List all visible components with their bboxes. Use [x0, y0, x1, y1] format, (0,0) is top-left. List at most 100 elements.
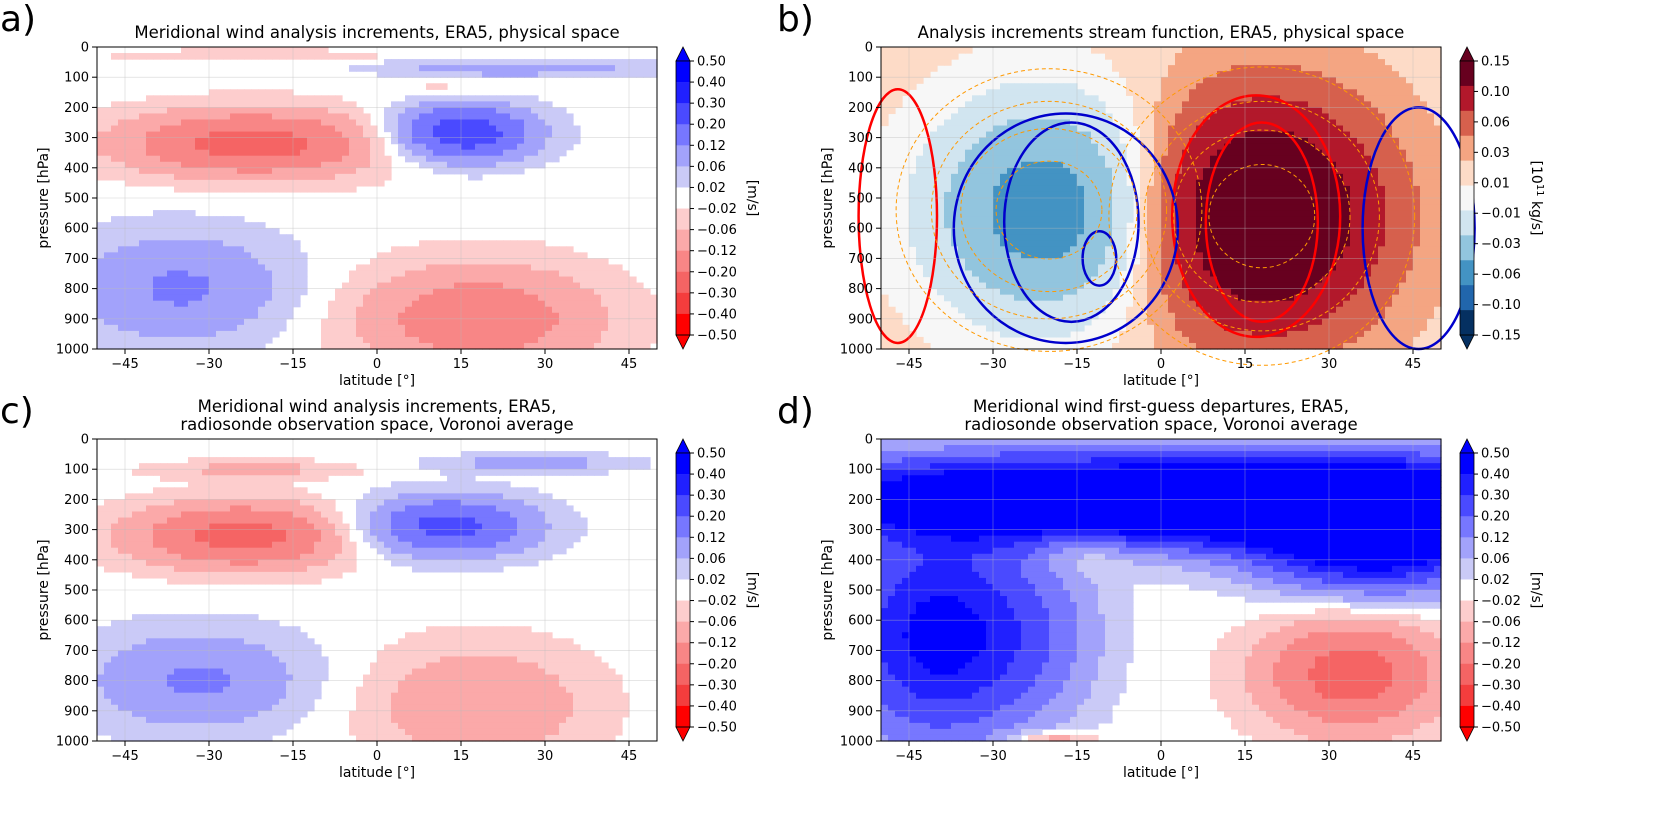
field-cell	[293, 53, 301, 60]
field-cell	[538, 65, 546, 72]
field-cell	[181, 107, 189, 115]
field-cell	[650, 324, 658, 332]
field-cell	[496, 270, 504, 278]
field-cell	[181, 161, 189, 169]
field-cell	[97, 306, 105, 314]
field-cell	[636, 312, 644, 320]
field-cell	[482, 107, 490, 115]
field-cell	[1280, 65, 1288, 72]
field-cell	[1084, 95, 1092, 102]
field-cell	[1280, 53, 1288, 60]
field-cell	[188, 228, 196, 235]
field-cell	[1042, 294, 1050, 302]
field-cell	[1063, 264, 1071, 272]
field-cell	[1105, 288, 1113, 296]
field-cell	[223, 185, 231, 193]
field-cell	[181, 222, 189, 229]
field-cell	[132, 119, 140, 127]
field-cell	[1294, 306, 1302, 314]
field-cell	[545, 282, 553, 290]
field-cell	[167, 113, 175, 121]
field-cell	[1196, 47, 1204, 54]
field-cell	[132, 342, 140, 350]
field-cell	[503, 167, 511, 175]
field-cell	[531, 65, 539, 72]
field-cell	[349, 167, 357, 175]
field-cell	[139, 240, 147, 247]
field-cell	[1259, 47, 1267, 54]
field-cell	[461, 324, 469, 332]
field-cell	[1049, 179, 1057, 187]
field-cell	[503, 306, 511, 314]
field-cell	[251, 125, 259, 133]
field-cell	[265, 318, 273, 326]
field-cell	[916, 161, 924, 169]
field-cell	[356, 167, 364, 175]
field-cell	[307, 95, 315, 102]
field-cell	[139, 318, 147, 326]
field-cell	[1259, 288, 1267, 296]
colorbar-segment	[676, 271, 690, 294]
field-cell	[251, 234, 259, 241]
field-cell	[1266, 336, 1274, 344]
field-cell	[986, 113, 994, 121]
field-cell	[1133, 342, 1141, 350]
colorbar-tick-label: −0.40	[697, 307, 737, 322]
field-cell	[475, 113, 483, 121]
field-cell	[517, 330, 525, 338]
field-cell	[279, 161, 287, 169]
field-cell	[300, 282, 308, 290]
field-cell	[146, 270, 154, 278]
field-cell	[608, 336, 616, 344]
field-cell	[258, 143, 266, 151]
field-cell	[594, 306, 602, 314]
field-cell	[1140, 258, 1148, 266]
field-cell	[1189, 71, 1197, 78]
field-cell	[118, 258, 126, 266]
field-cell	[629, 65, 637, 72]
field-cell	[1056, 113, 1064, 121]
field-cell	[1098, 288, 1106, 296]
field-cell	[1084, 198, 1092, 205]
field-cell	[1182, 101, 1190, 108]
field-cell	[160, 306, 168, 314]
field-cell	[1280, 306, 1288, 314]
field-cell	[1189, 173, 1197, 181]
field-cell	[419, 312, 427, 320]
field-cell	[111, 246, 119, 253]
field-cell	[1098, 47, 1106, 54]
field-cell	[104, 167, 112, 175]
field-cell	[1056, 210, 1064, 217]
field-cell	[195, 173, 203, 181]
field-cell	[1217, 65, 1225, 72]
field-cell	[1182, 264, 1190, 272]
field-cell	[391, 282, 399, 290]
field-cell	[202, 312, 210, 320]
field-cell	[902, 53, 910, 60]
field-cell	[1182, 167, 1190, 175]
field-cell	[545, 143, 553, 151]
field-cell	[965, 198, 973, 205]
field-cell	[223, 300, 231, 308]
field-cell	[412, 137, 420, 145]
field-cell	[1035, 252, 1043, 259]
field-cell	[146, 228, 154, 235]
field-cell	[559, 131, 567, 139]
field-cell	[97, 318, 105, 326]
field-cell	[489, 264, 497, 272]
field-cell	[1021, 185, 1029, 193]
field-cell	[517, 71, 525, 78]
field-cell	[986, 119, 994, 127]
field-cell	[1154, 318, 1162, 326]
field-cell	[972, 125, 980, 133]
field-cell	[433, 161, 441, 169]
field-cell	[174, 300, 182, 308]
field-cell	[195, 101, 203, 108]
field-cell	[440, 288, 448, 296]
field-cell	[363, 342, 371, 350]
field-cell	[349, 119, 357, 127]
field-cell	[1147, 191, 1155, 199]
field-cell	[405, 258, 413, 266]
field-cell	[958, 173, 966, 181]
field-cell	[1294, 95, 1302, 102]
